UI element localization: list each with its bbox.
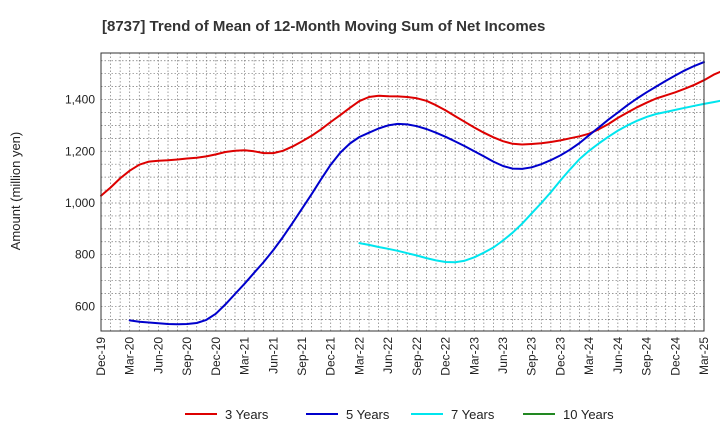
x-tick-label: Sep-21 — [295, 337, 309, 376]
legend: 3 Years 5 Years 7 Years 10 Years — [185, 407, 614, 422]
series-line-2 — [128, 61, 705, 326]
x-tick-label: Jun-21 — [266, 337, 280, 374]
plot-frame — [100, 52, 705, 332]
legend-label: 10 Years — [563, 407, 614, 422]
x-tick-label: Sep-23 — [525, 337, 539, 376]
y-axis-label: Amount (million yen) — [8, 132, 23, 251]
x-tick-label: Mar-21 — [238, 337, 252, 375]
legend-label: 3 Years — [225, 407, 269, 422]
series-line-1 — [100, 70, 720, 197]
x-tick-label: Mar-23 — [467, 337, 481, 375]
grid — [101, 53, 704, 331]
legend-label: 7 Years — [451, 407, 495, 422]
x-tick-label: Sep-20 — [180, 337, 194, 376]
x-tick-label: Dec-20 — [209, 337, 223, 376]
x-tick-label: Jun-22 — [381, 337, 395, 374]
y-tick-label: 1,000 — [65, 196, 95, 210]
y-tick-label: 600 — [75, 299, 95, 313]
series-line-3 — [358, 99, 720, 264]
x-tick-label: Sep-24 — [640, 337, 654, 376]
y-tick-label: 1,400 — [65, 93, 95, 107]
x-tick-label: Dec-21 — [324, 337, 338, 376]
x-tick-label: Mar-22 — [352, 337, 366, 375]
x-tick-label: Dec-22 — [439, 337, 453, 376]
x-tick-label: Jun-20 — [151, 337, 165, 374]
x-tick-label: Dec-23 — [553, 337, 567, 376]
x-tick-label: Mar-20 — [123, 337, 137, 375]
x-tick-label: Jun-24 — [611, 337, 625, 374]
series-lines — [100, 61, 720, 326]
x-tick-labels: Dec-19 Mar-20 Jun-20 Sep-20 Dec-20 Mar-21 Jun-… — [94, 337, 711, 376]
y-tick-labels: 600 800 1,000 1,200 1,400 — [65, 93, 95, 314]
x-tick-label: Mar-25 — [697, 337, 711, 375]
chart-title: [8737] Trend of Mean of 12-Month Moving … — [102, 18, 545, 35]
x-tick-label: Dec-19 — [94, 337, 108, 376]
y-tick-label: 1,200 — [65, 144, 95, 158]
y-tick-label: 800 — [75, 248, 95, 262]
legend-label: 5 Years — [346, 407, 390, 422]
x-tick-label: Jun-23 — [496, 337, 510, 374]
x-tick-label: Mar-24 — [582, 337, 596, 375]
x-tick-label: Sep-22 — [410, 337, 424, 376]
x-tick-label: Dec-24 — [668, 337, 682, 376]
